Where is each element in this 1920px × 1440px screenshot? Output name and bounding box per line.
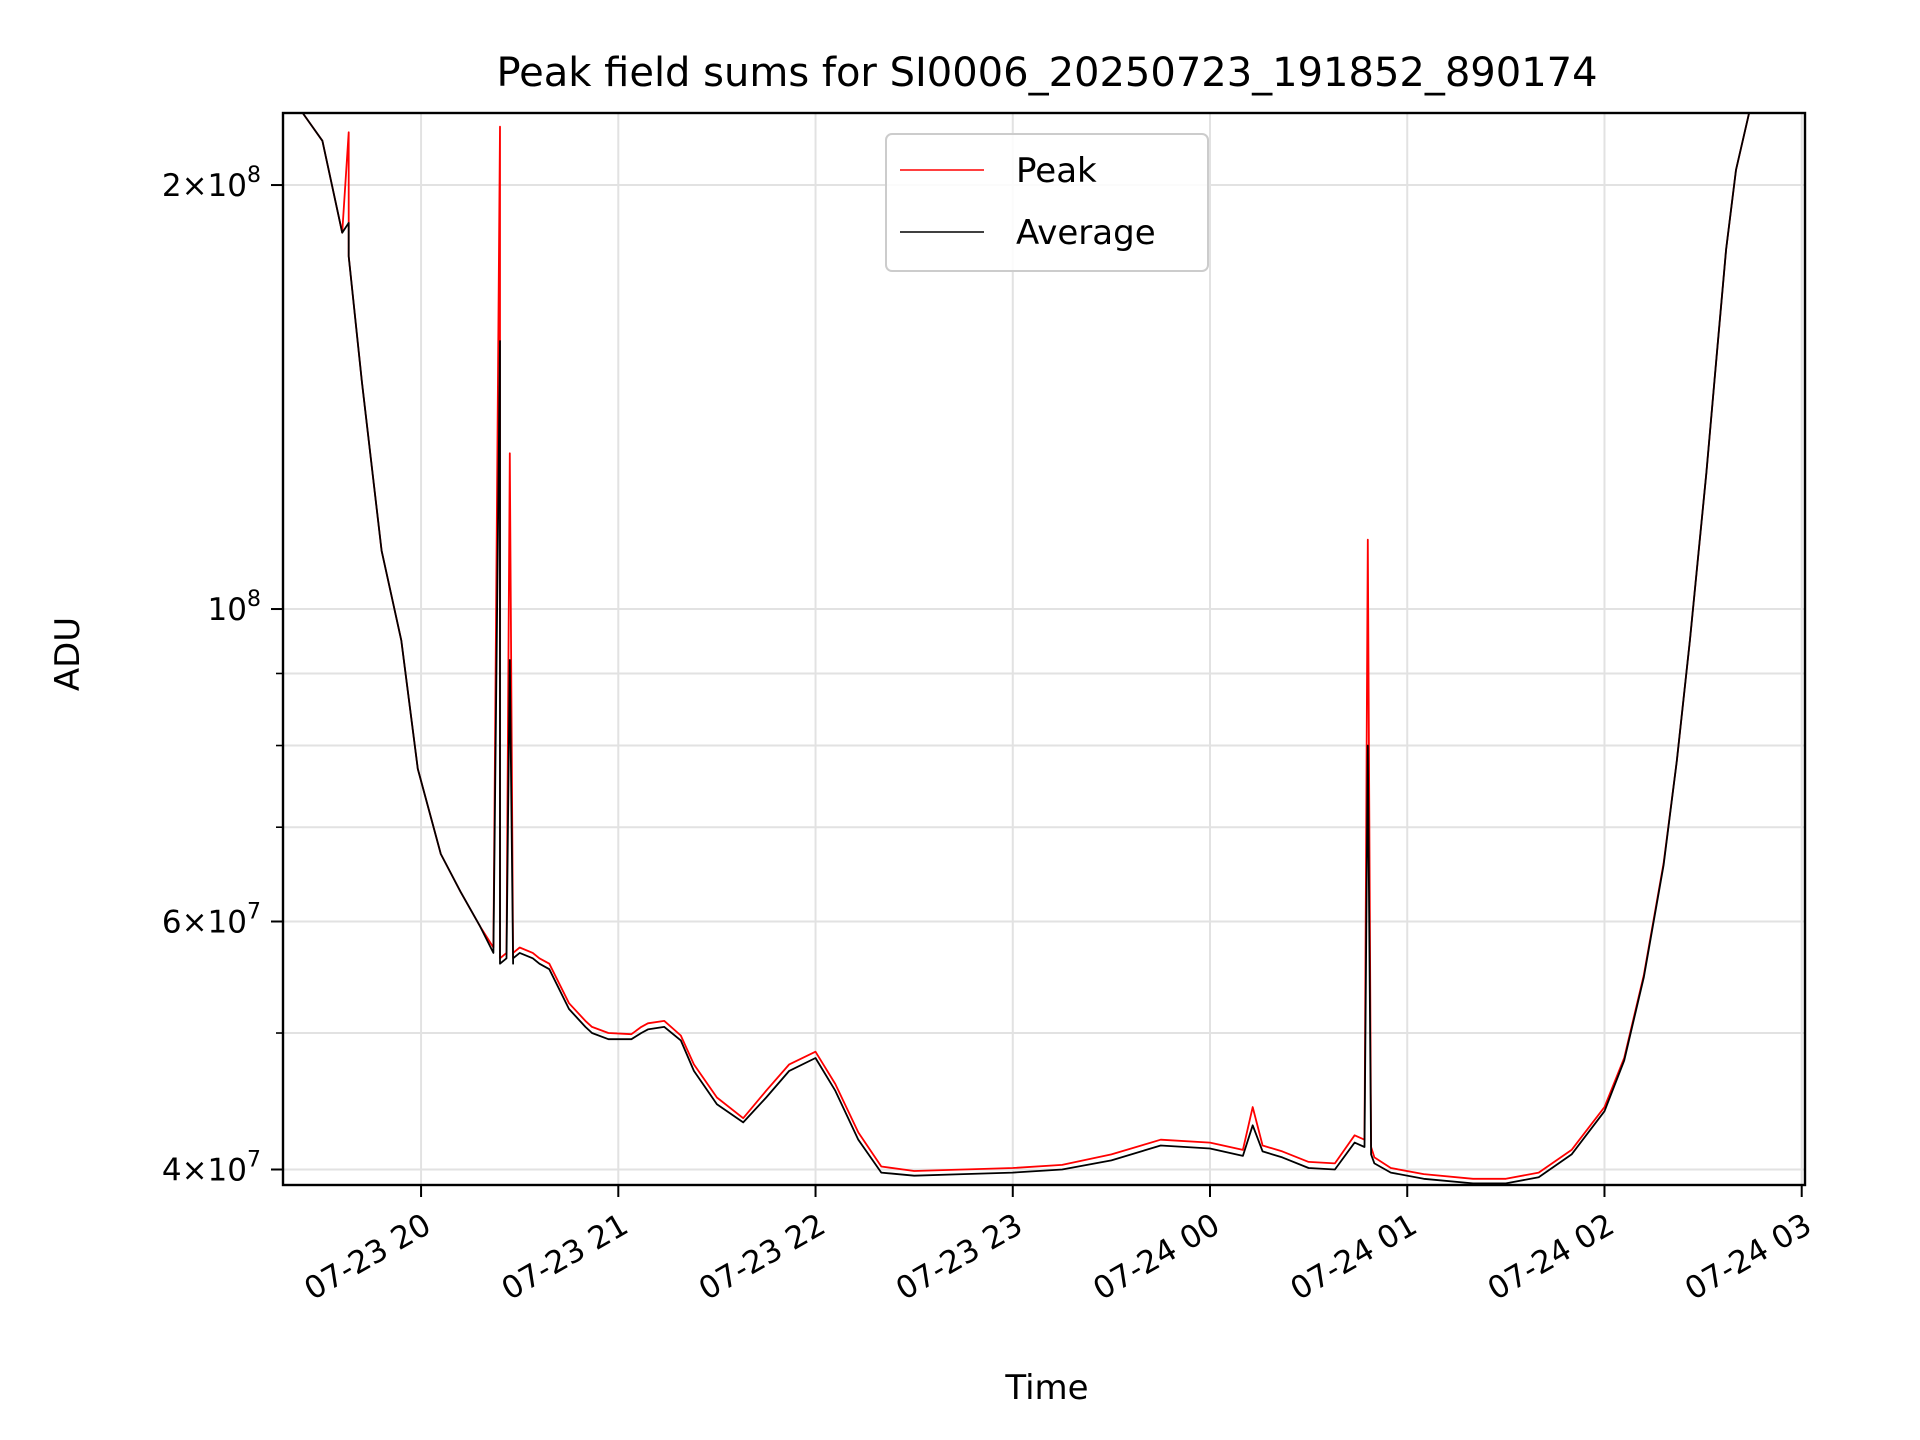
x-tick-label: 07-23 22 [693, 1207, 832, 1308]
y-tick-label: 4×107 [162, 1148, 261, 1189]
chart-title: Peak field sums for SI0006_20250723_1918… [496, 50, 1597, 96]
legend-box [885, 133, 1209, 272]
series-line-average [283, 112, 1805, 1185]
x-tick-label: 07-23 23 [890, 1207, 1029, 1308]
x-tick-label: 07-23 21 [496, 1207, 635, 1308]
plot-frame [281, 111, 1807, 1187]
x-tick-label: 07-24 02 [1482, 1207, 1621, 1308]
x-tick-label: 07-24 03 [1679, 1207, 1818, 1308]
grid [283, 113, 1805, 1185]
x-tick-label: 07-23 20 [298, 1207, 437, 1308]
legend-label-average: Average [1016, 213, 1156, 253]
legend-label-peak: Peak [1016, 151, 1097, 191]
x-axis-ticks: 07-23 20 07-23 21 07-23 22 07-23 23 07-24 00… [298, 1185, 1818, 1308]
y-tick-label: 108 [208, 587, 261, 628]
legend: Peak Average [885, 133, 1209, 272]
y-tick-label: 6×107 [162, 899, 261, 940]
x-axis-label: Time [1004, 1368, 1088, 1408]
series-line-peak [283, 112, 1805, 1180]
x-tick-label: 07-24 00 [1087, 1207, 1226, 1308]
y-tick-label: 2×108 [162, 163, 261, 204]
y-axis-label: ADU [48, 617, 88, 691]
plot-lines [283, 112, 1805, 1185]
y-axis-ticks: 4×107 6×107 108 2×108 [162, 163, 283, 1189]
x-tick-label: 07-24 01 [1285, 1207, 1424, 1308]
